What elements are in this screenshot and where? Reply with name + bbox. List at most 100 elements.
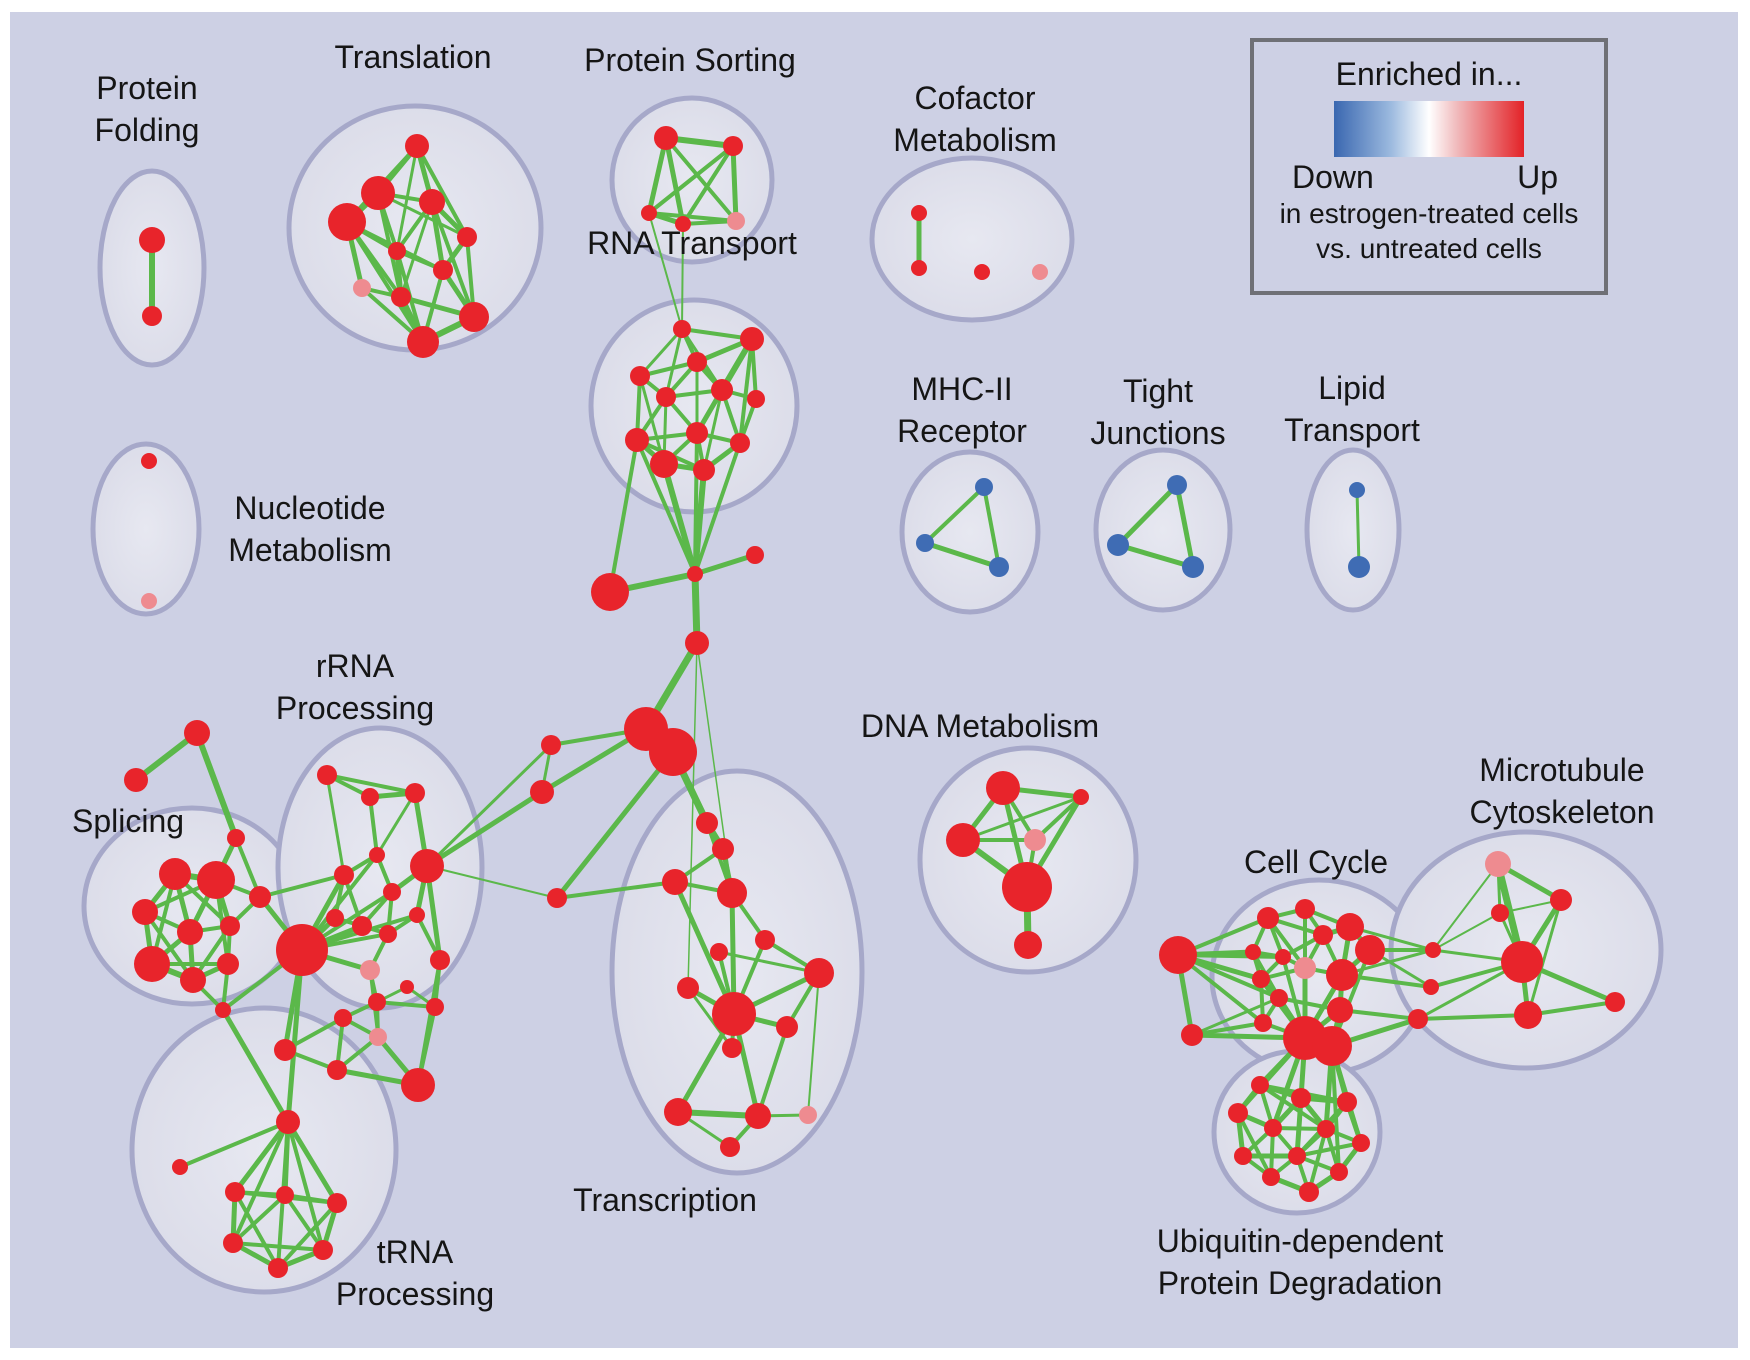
node xyxy=(946,823,980,857)
node xyxy=(1167,475,1187,495)
node xyxy=(369,1028,387,1046)
node xyxy=(530,780,554,804)
node xyxy=(675,216,691,232)
node xyxy=(313,1240,333,1260)
node xyxy=(409,907,425,923)
node xyxy=(547,888,567,908)
node xyxy=(656,387,676,407)
node xyxy=(1264,1119,1282,1137)
edge xyxy=(178,1120,290,1169)
node xyxy=(361,788,379,806)
node xyxy=(745,1103,771,1129)
edge xyxy=(693,431,699,576)
node xyxy=(654,126,678,150)
cluster-label-mhc-line1: Receptor xyxy=(897,413,1027,449)
node xyxy=(693,459,715,481)
node xyxy=(220,916,240,936)
node xyxy=(1295,899,1315,919)
node xyxy=(407,326,439,358)
legend-caption-line2: vs. untreated cells xyxy=(1316,233,1542,264)
node xyxy=(328,203,366,241)
node xyxy=(1234,1147,1252,1165)
edge xyxy=(961,795,1083,842)
cluster-label-sorting-line0: Protein Sorting xyxy=(584,42,796,78)
node xyxy=(1336,913,1364,941)
cluster-label-micro-line1: Cytoskeleton xyxy=(1470,794,1655,830)
node xyxy=(1014,931,1042,959)
edge xyxy=(738,337,754,445)
cluster-label-tight-line1: Junctions xyxy=(1090,415,1225,451)
node xyxy=(383,883,401,901)
edge xyxy=(638,327,684,378)
edge xyxy=(1190,996,1281,1037)
node xyxy=(722,1038,742,1058)
node xyxy=(177,919,203,945)
edge xyxy=(1526,1000,1617,1017)
node xyxy=(369,847,385,863)
legend-box: Enriched in... Down Up in estrogen-treat… xyxy=(1250,38,1608,295)
node xyxy=(989,557,1009,577)
edge xyxy=(1330,1044,1341,1174)
node xyxy=(746,546,764,564)
edge xyxy=(276,1201,339,1270)
edge xyxy=(807,972,820,1116)
edge xyxy=(648,212,683,330)
cluster-label-lipid-line1: Transport xyxy=(1284,412,1420,448)
edge xyxy=(686,986,734,1050)
edge xyxy=(1258,1083,1328,1131)
node xyxy=(740,327,764,351)
edge xyxy=(426,865,558,899)
node xyxy=(391,287,411,307)
cluster-label-cell-line0: Cell Cycle xyxy=(1244,844,1388,880)
edge xyxy=(1115,482,1180,548)
node xyxy=(916,534,934,552)
node xyxy=(405,134,429,158)
node xyxy=(755,930,775,950)
node xyxy=(662,869,688,895)
edge xyxy=(664,136,738,223)
node xyxy=(459,302,489,332)
node xyxy=(1330,1163,1348,1181)
node xyxy=(180,967,206,993)
edge xyxy=(286,1120,325,1252)
node xyxy=(1002,862,1052,912)
cluster-ellipse-cofactor xyxy=(869,155,1075,323)
node xyxy=(334,1009,352,1027)
node xyxy=(1181,1024,1203,1046)
edge xyxy=(982,485,1001,569)
node xyxy=(379,925,397,943)
edge xyxy=(368,795,379,857)
edge xyxy=(1416,1013,1530,1021)
node xyxy=(974,264,990,280)
node xyxy=(268,1258,288,1278)
node xyxy=(1288,1147,1306,1165)
node xyxy=(139,227,165,253)
edge xyxy=(285,1119,340,1206)
edge xyxy=(1174,482,1196,570)
node xyxy=(1485,851,1511,877)
node xyxy=(1348,556,1370,578)
edge xyxy=(672,879,737,1017)
node xyxy=(433,260,453,280)
node xyxy=(711,379,733,401)
node xyxy=(1349,482,1365,498)
node xyxy=(327,1193,347,1213)
node xyxy=(591,573,629,611)
node xyxy=(326,909,344,927)
node xyxy=(1262,1168,1280,1186)
edge xyxy=(681,144,735,226)
node xyxy=(975,478,993,496)
edge xyxy=(647,144,735,215)
edge xyxy=(231,1241,325,1252)
node xyxy=(360,960,380,980)
legend-title: Enriched in... xyxy=(1335,56,1523,92)
node xyxy=(410,849,444,883)
node xyxy=(457,227,477,247)
edge xyxy=(661,461,698,577)
cluster-label-folding-line0: Protein xyxy=(96,70,197,106)
edge xyxy=(663,135,686,227)
legend-down-label: Down xyxy=(1292,159,1374,195)
edge xyxy=(681,223,684,330)
node xyxy=(1550,889,1572,911)
node xyxy=(124,768,148,792)
